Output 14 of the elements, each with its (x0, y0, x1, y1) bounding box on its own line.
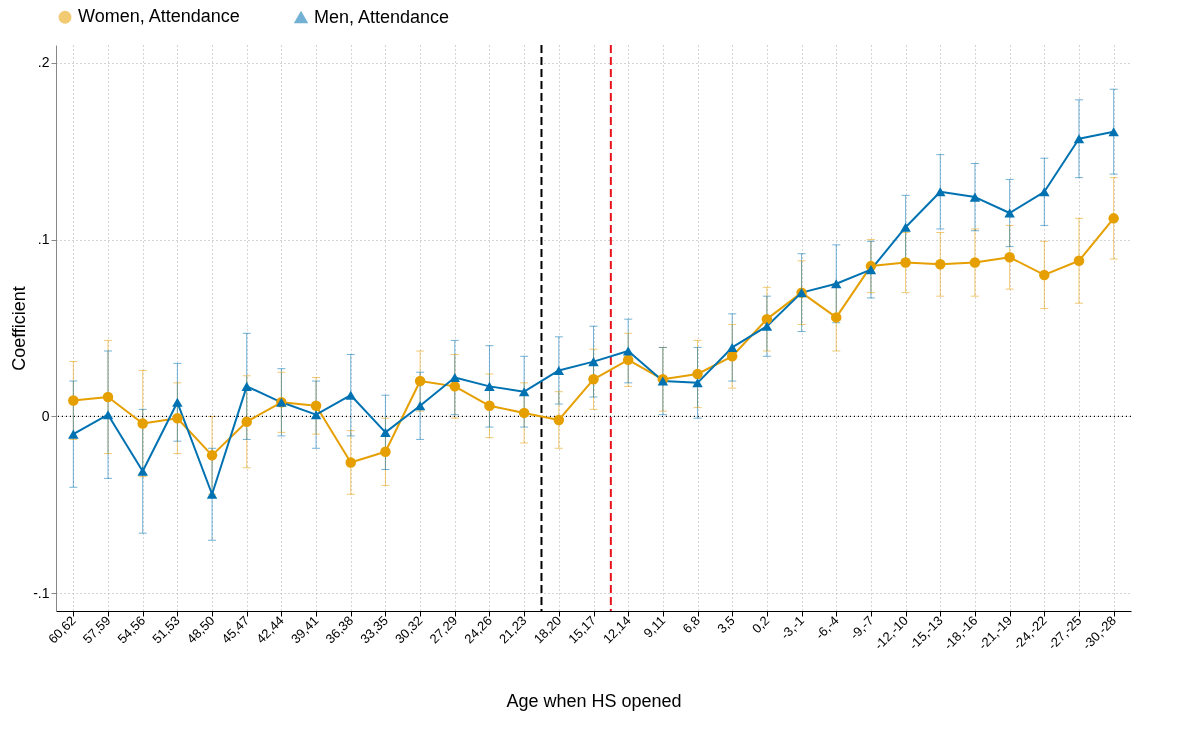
x-tick-label: 6,8 (679, 612, 703, 637)
y-tick-label: .1 (37, 231, 50, 248)
legend-label: Women, Attendance (78, 6, 240, 27)
y-tick-label: -.1 (33, 584, 50, 601)
x-tick-label: -6,-4 (812, 612, 842, 643)
legend-label: Men, Attendance (314, 6, 450, 27)
x-tick-label: 0,2 (748, 612, 773, 637)
y-tick-label: .2 (37, 54, 50, 71)
x-tick-label: 3,5 (714, 612, 738, 637)
x-tick-label: -3,-1 (777, 612, 808, 643)
y-tick-label: 0 (41, 407, 50, 424)
x-axis-title: Age when HS opened (506, 690, 682, 711)
x-tick-label: 9,11 (640, 612, 669, 641)
y-axis-title: Coefficient (9, 286, 30, 371)
